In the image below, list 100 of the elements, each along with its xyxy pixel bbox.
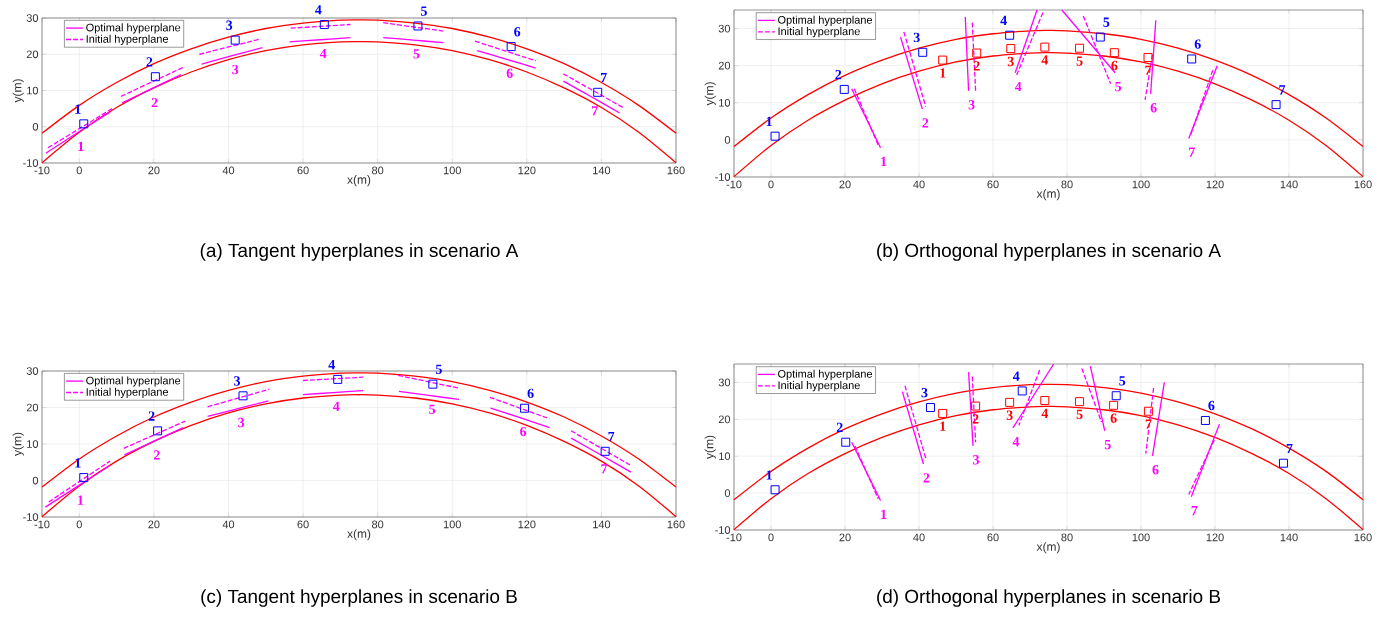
annotation: 4 xyxy=(332,401,340,411)
annotation: 2 xyxy=(151,97,158,108)
y-tick-label: -10 xyxy=(715,526,731,534)
annotation: 6 xyxy=(514,27,521,37)
annotation: 2 xyxy=(836,422,843,433)
x-tick-label: 20 xyxy=(839,180,851,189)
legend-label: Optimal hyperplane xyxy=(778,15,873,26)
annotation: 2 xyxy=(835,69,842,80)
annotation: 1 xyxy=(78,495,84,505)
x-tick-label: 160 xyxy=(667,166,685,175)
legend-label: Initial hyperplane xyxy=(778,27,860,38)
annotation: 6 xyxy=(1208,400,1215,411)
point xyxy=(839,84,849,94)
annotation: 7 xyxy=(1191,505,1198,516)
annotation: 5 xyxy=(1076,409,1083,420)
x-tick-label: 100 xyxy=(443,520,461,529)
legend-label: Optimal hyperplane xyxy=(86,376,181,387)
point xyxy=(1005,397,1015,407)
x-tick-label: 0 xyxy=(76,166,82,175)
point xyxy=(841,437,851,447)
x-tick-label: 100 xyxy=(1132,533,1150,542)
annotation: 3 xyxy=(973,455,980,465)
annotation: 3 xyxy=(234,376,241,386)
x-tick-label: 20 xyxy=(839,533,851,542)
annotation: 5 xyxy=(421,6,427,16)
point xyxy=(1040,396,1050,406)
y-tick-label: 0 xyxy=(724,489,731,497)
y-axis-title: y(m) xyxy=(704,435,716,459)
x-axis-title: x(m) xyxy=(347,529,371,541)
point xyxy=(319,20,329,30)
annotation: 4 xyxy=(1012,437,1020,447)
annotation: 1 xyxy=(881,156,887,167)
annotation: 1 xyxy=(881,509,887,519)
x-tick-label: 60 xyxy=(297,520,309,529)
text: (c) Tangent hyperplanes in scenario B xyxy=(201,589,517,607)
point xyxy=(593,87,603,97)
point xyxy=(333,374,343,384)
x-tick-label: 140 xyxy=(593,166,611,175)
legend-label: Initial hyperplane xyxy=(86,34,169,45)
annotation: 6 xyxy=(1150,103,1157,113)
annotation: 3 xyxy=(1007,56,1014,67)
annotation: 6 xyxy=(527,388,534,399)
annotation: 4 xyxy=(1041,408,1049,418)
x-tick-label: 80 xyxy=(1061,533,1073,542)
x-tick-label: 60 xyxy=(297,166,309,175)
x-axis-title: x(m) xyxy=(347,175,371,187)
point xyxy=(520,403,530,413)
annotation: 7 xyxy=(601,72,607,83)
x-tick-label: 40 xyxy=(222,520,235,529)
point xyxy=(770,485,780,495)
x-tick-label: 140 xyxy=(1280,533,1298,542)
annotation: 5 xyxy=(1119,376,1126,386)
annotation: 4 xyxy=(1012,371,1020,381)
annotation: 3 xyxy=(238,417,245,428)
annotation: 3 xyxy=(968,100,975,110)
y-tick-label: 20 xyxy=(26,403,39,412)
point xyxy=(1271,100,1281,110)
legend-label: Initial hyperplane xyxy=(778,381,860,392)
y-tick-label: 20 xyxy=(718,61,731,70)
annotation: 5 xyxy=(1104,439,1111,450)
point xyxy=(925,403,935,413)
annotation: 1 xyxy=(75,104,81,114)
annotation: 5 xyxy=(413,49,420,59)
x-tick-label: 40 xyxy=(222,166,235,175)
y-tick-label: 30 xyxy=(26,14,39,22)
point xyxy=(1187,54,1197,64)
annotation: 6 xyxy=(506,68,513,78)
annotation: 4 xyxy=(1041,55,1049,65)
x-tick-label: 120 xyxy=(1206,533,1224,542)
point xyxy=(1278,458,1288,468)
point xyxy=(971,401,981,411)
x-tick-label: 140 xyxy=(593,520,611,529)
annotation: 3 xyxy=(913,32,920,43)
x-tick-label: 120 xyxy=(518,166,536,175)
x-tick-label: 40 xyxy=(913,533,925,542)
point xyxy=(413,21,423,31)
y-tick-label: 30 xyxy=(718,378,731,387)
x-tick-label: 0 xyxy=(768,533,774,542)
x-tick-label: 0 xyxy=(768,180,774,189)
point xyxy=(150,72,160,82)
annotation: 2 xyxy=(922,118,929,128)
text: (d) Orthogonal hyperplanes in scenario B xyxy=(877,589,1221,607)
x-tick-label: 120 xyxy=(518,520,536,529)
point xyxy=(230,35,240,45)
point xyxy=(1143,53,1153,62)
y-tick-label: 10 xyxy=(719,452,731,461)
point xyxy=(153,426,163,436)
annotation: 1 xyxy=(75,458,81,468)
annotation: 5 xyxy=(1115,81,1122,92)
legend-label: Initial hyperplane xyxy=(86,387,169,399)
point xyxy=(1143,406,1153,416)
point xyxy=(1109,400,1119,410)
point xyxy=(1040,42,1050,52)
annotation: 2 xyxy=(972,414,979,424)
point xyxy=(938,408,948,418)
annotation: 6 xyxy=(1152,465,1159,475)
annotation: 5 xyxy=(435,364,442,374)
y-tick-label: 30 xyxy=(26,367,39,375)
point xyxy=(506,42,516,52)
x-tick-label: 60 xyxy=(987,180,999,189)
